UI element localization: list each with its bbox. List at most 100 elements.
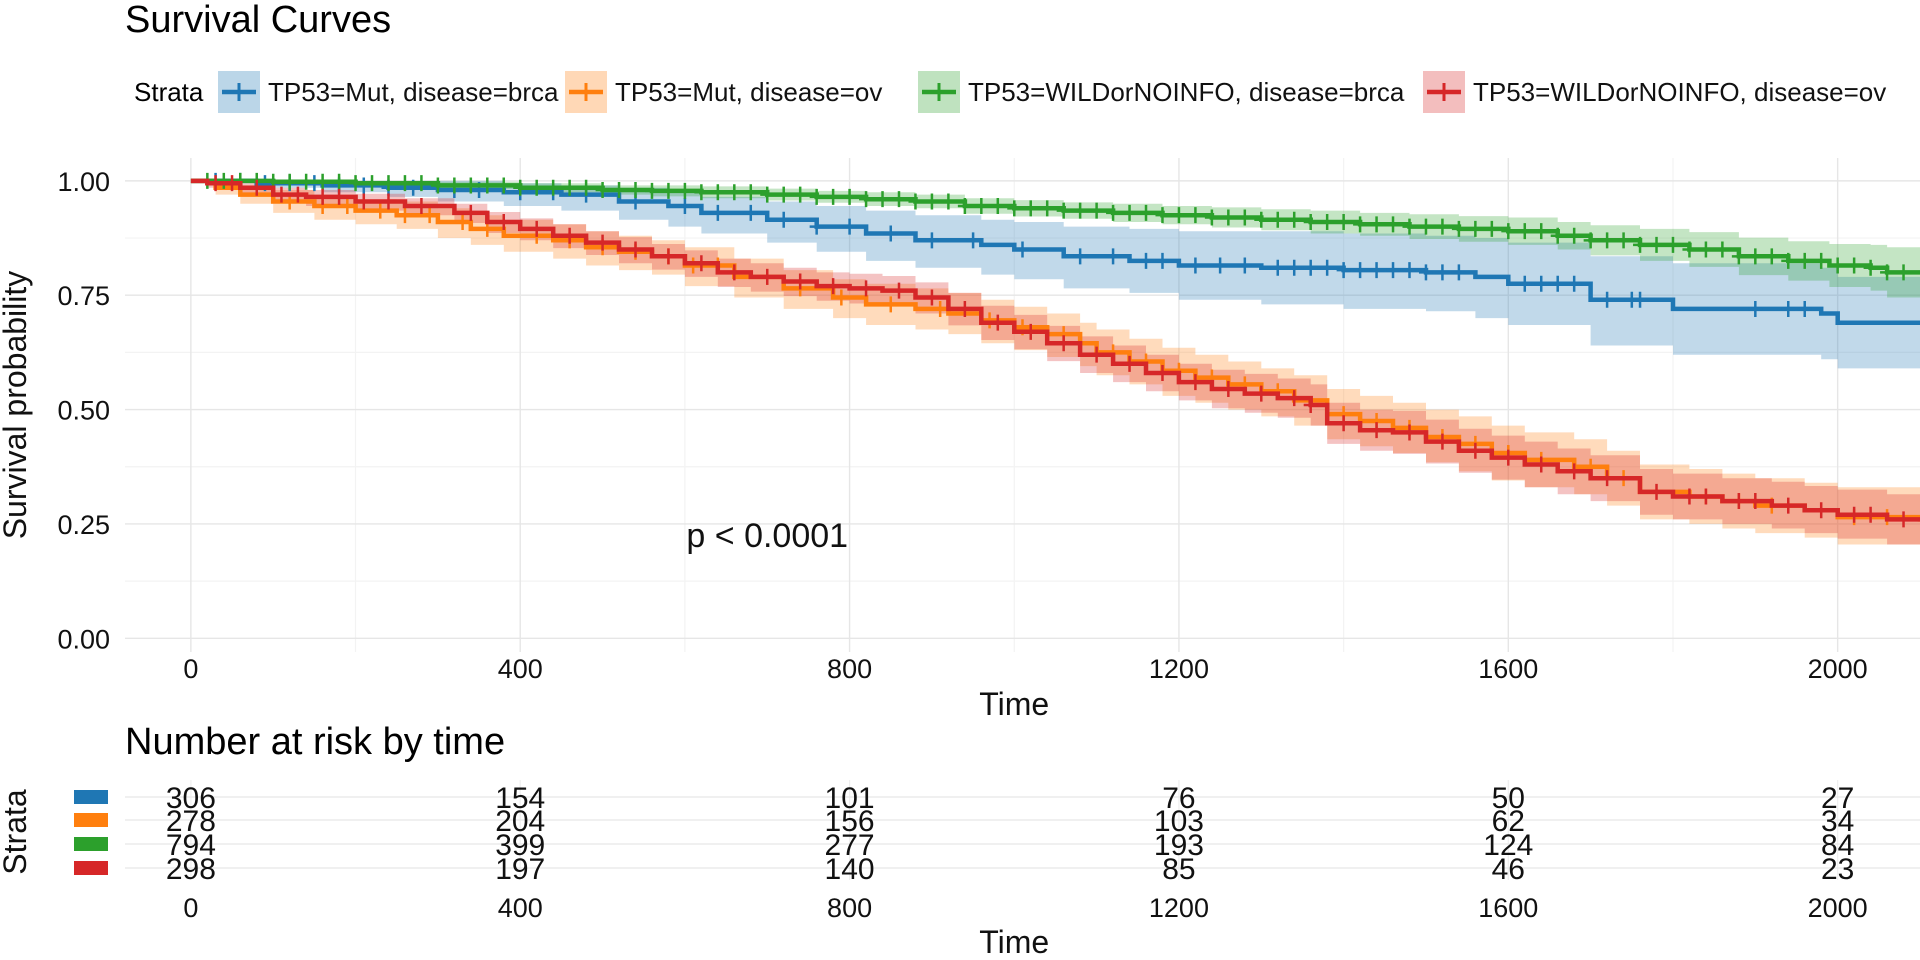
censor-mark — [793, 273, 808, 290]
legend-label: TP53=Mut, disease=ov — [615, 77, 882, 107]
censor-mark — [1501, 449, 1516, 466]
censor-mark — [727, 184, 742, 201]
legend-label: TP53=WILDorNOINFO, disease=brca — [968, 77, 1405, 107]
censor-mark — [529, 220, 544, 237]
censor-mark — [274, 186, 289, 203]
censor-mark — [1682, 488, 1697, 505]
censor-mark — [1534, 223, 1549, 240]
censor-mark — [1863, 506, 1878, 523]
censor-mark — [1435, 218, 1450, 235]
risk-x-axis-title: Time — [979, 924, 1049, 960]
censor-mark — [1221, 380, 1236, 397]
chart-title: Survival Curves — [125, 0, 391, 41]
censor-mark — [1435, 264, 1450, 281]
censor-mark — [216, 172, 231, 189]
censor-mark — [1484, 220, 1499, 237]
ci-band-series-4 — [190, 180, 1920, 545]
censor-mark — [1369, 216, 1384, 233]
risk-count: 140 — [825, 853, 875, 886]
censor-mark — [595, 182, 610, 199]
censor-mark — [1369, 262, 1384, 279]
censor-mark — [1896, 264, 1911, 281]
censor-mark — [982, 312, 997, 329]
risk-count: 62 — [1492, 805, 1525, 838]
y-tick-label: 1.00 — [57, 167, 110, 197]
censor-mark — [1287, 211, 1302, 228]
censor-mark — [628, 182, 643, 199]
censor-mark — [1122, 204, 1137, 221]
censor-mark — [1007, 200, 1022, 217]
censor-mark — [1451, 264, 1466, 281]
censor-mark — [414, 175, 429, 192]
censor-mark — [924, 289, 939, 306]
censor-mark — [1468, 442, 1483, 459]
censor-mark — [842, 188, 857, 205]
censor-mark — [1468, 220, 1483, 237]
risk-x-tick-label: 0 — [183, 893, 198, 923]
censor-mark — [776, 186, 791, 203]
censor-mark — [743, 204, 758, 221]
ci-band-series-1 — [190, 180, 1920, 369]
censor-mark — [381, 193, 396, 210]
censor-mark — [1386, 216, 1401, 233]
censor-mark — [776, 211, 791, 228]
censor-mark — [1847, 257, 1862, 274]
censor-mark — [1830, 257, 1845, 274]
censor-mark — [463, 177, 478, 194]
censor-mark — [1204, 209, 1219, 226]
censor-mark — [1567, 463, 1582, 480]
censor-mark — [1155, 207, 1170, 224]
censor-mark — [1418, 264, 1433, 281]
censor-mark — [966, 232, 981, 249]
risk-count: 193 — [1154, 829, 1204, 862]
y-axis-title: Survival probability — [0, 271, 33, 540]
censor-mark — [595, 234, 610, 251]
censor-mark — [628, 241, 643, 258]
censor-mark — [809, 188, 824, 205]
strata-color-swatch — [74, 861, 108, 875]
censor-mark — [225, 175, 240, 192]
censor-mark — [908, 193, 923, 210]
censor-mark — [1731, 493, 1746, 510]
risk-count: 156 — [825, 805, 875, 838]
censor-mark — [1188, 374, 1203, 391]
censor-mark — [677, 198, 692, 215]
censor-mark — [883, 225, 898, 242]
censor-mark — [875, 191, 890, 208]
risk-count: 794 — [166, 829, 216, 862]
censor-mark — [1764, 248, 1779, 265]
censor-mark — [1122, 355, 1137, 372]
censor-mark — [834, 289, 849, 306]
censor-mark — [365, 175, 380, 192]
censor-mark — [1303, 259, 1318, 276]
censor-mark — [1649, 483, 1664, 500]
censor-mark — [381, 175, 396, 192]
legend: Strata TP53=Mut, disease=brca TP53=Mut, d… — [134, 71, 1886, 113]
censor-mark — [1336, 214, 1351, 231]
censor-mark — [924, 232, 939, 249]
censor-mark — [1534, 456, 1549, 473]
censor-mark — [1550, 275, 1565, 292]
risk-count: 278 — [166, 805, 216, 838]
censor-mark — [299, 173, 314, 190]
censor-mark — [373, 202, 388, 219]
censor-mark — [1435, 433, 1450, 450]
risk-count: 27 — [1821, 782, 1854, 815]
risk-count: 84 — [1821, 829, 1854, 862]
censor-mark — [1188, 257, 1203, 274]
censor-mark — [809, 218, 824, 235]
censor-mark — [1303, 214, 1318, 231]
survival-curve-series-3 — [190, 178, 1920, 275]
censor-mark — [1015, 241, 1030, 258]
risk-table: 306 154 101 76 50 27 278 204 156 103 62 34 794 399 277… — [0, 780, 1920, 960]
censor-mark — [1336, 415, 1351, 432]
censor-mark — [743, 184, 758, 201]
censor-mark — [1287, 390, 1302, 407]
censor-mark — [826, 278, 841, 295]
censor-mark — [1270, 259, 1285, 276]
censor-mark — [1649, 236, 1664, 253]
censor-mark — [1550, 227, 1565, 244]
censor-mark — [1814, 502, 1829, 519]
censor-mark — [397, 175, 412, 192]
